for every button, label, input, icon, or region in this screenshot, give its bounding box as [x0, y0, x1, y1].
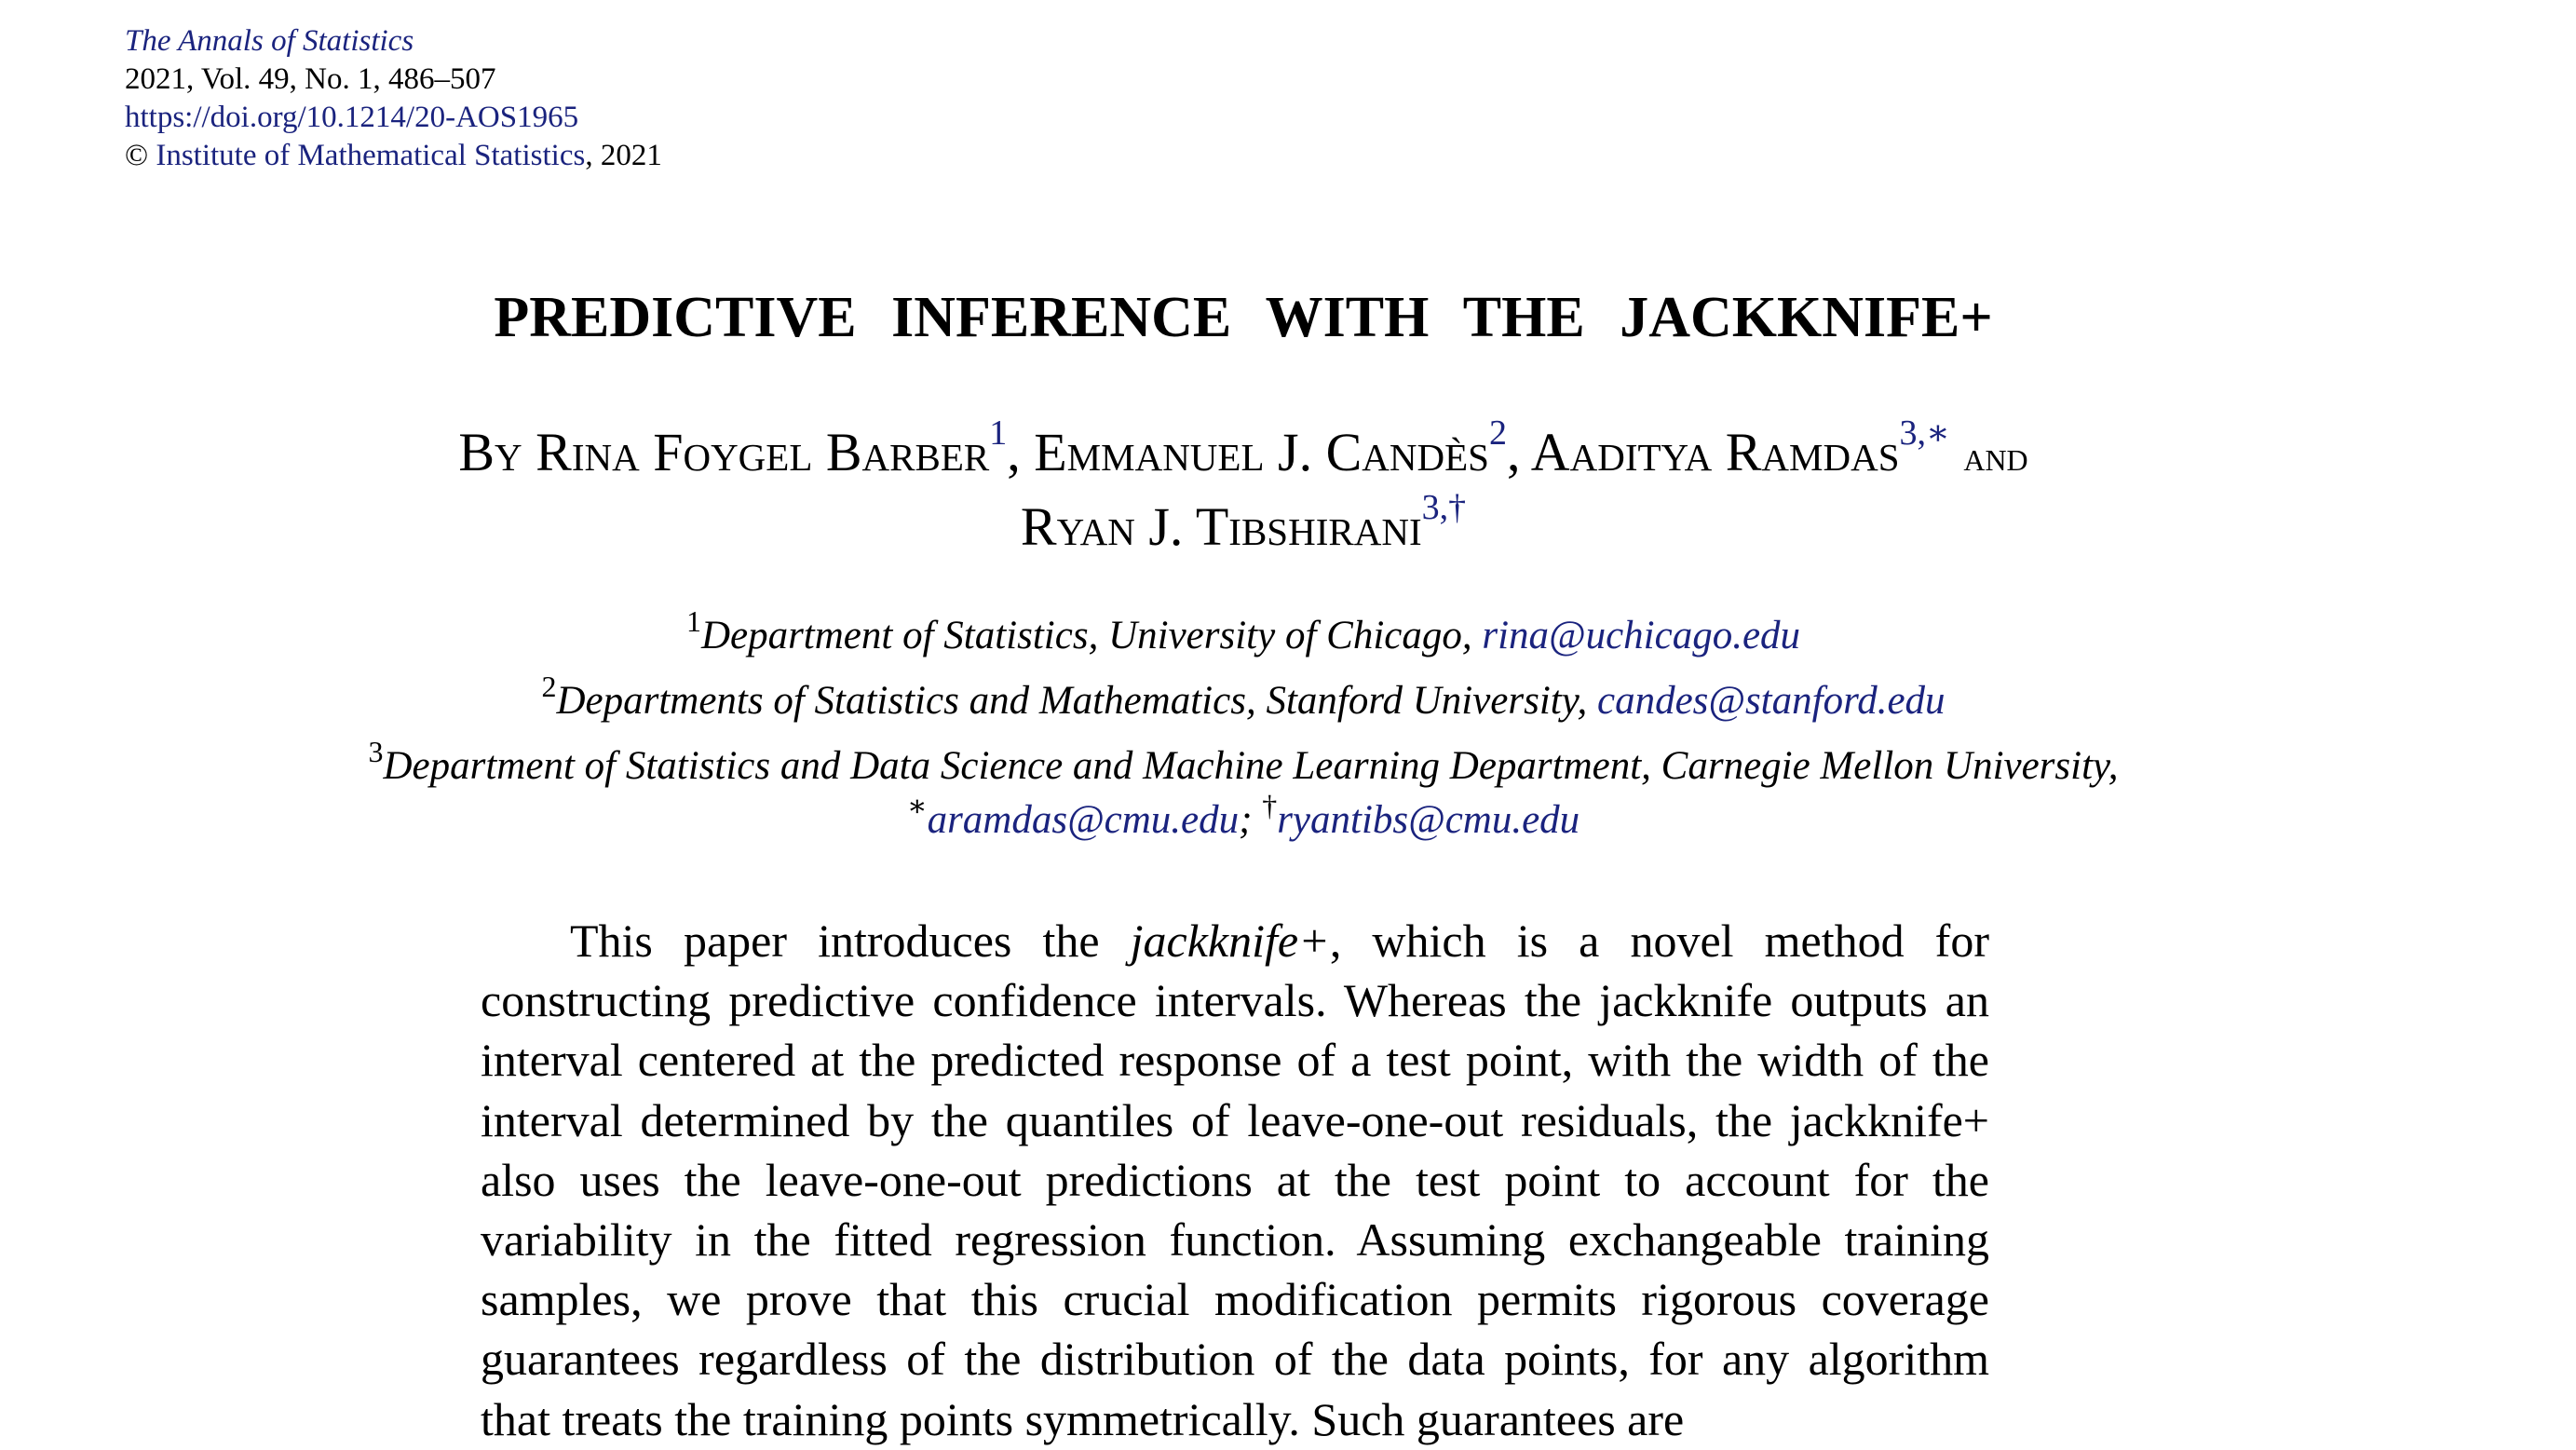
copyright-year: , 2021 — [585, 139, 662, 172]
author-affiliation-mark[interactable]: 3,† — [1421, 488, 1467, 527]
journal-name[interactable]: The Annals of Statistics — [125, 24, 414, 58]
author-affiliation-mark[interactable]: 2 — [1488, 413, 1507, 453]
email-link[interactable]: rina@uchicago.edu — [1482, 614, 1801, 657]
affiliation: 2Departments of Statistics and Mathemati… — [0, 671, 2487, 728]
copyright-symbol: © — [125, 139, 149, 172]
email-separator: ; — [1239, 798, 1263, 842]
affiliation-text: Department of Statistics, University of … — [700, 614, 1483, 657]
email-link[interactable]: ryantibs@cmu.edu — [1277, 798, 1580, 842]
abstract-body: , which is a novel method for constructi… — [481, 915, 1989, 1445]
and-conjunction: and — [1963, 432, 2028, 480]
copyright-line: © Institute of Mathematical Statistics, … — [125, 137, 662, 175]
abstract-lead: This paper introduces the — [570, 915, 1131, 967]
affiliation-mark: 2 — [541, 670, 557, 703]
journal-volume: 2021, Vol. 49, No. 1, 486–507 — [125, 62, 496, 96]
affiliation: 1Department of Statistics, University of… — [0, 606, 2487, 663]
author-name: Emmanuel J. Candès — [1034, 422, 1489, 482]
affiliation-emails: ∗aramdas@cmu.edu; †ryantibs@cmu.edu — [0, 791, 2487, 847]
by-label: By — [458, 422, 522, 482]
affiliation: 3Department of Statistics and Data Scien… — [0, 737, 2487, 793]
author-line-2: Ryan J. Tibshirani3,† — [0, 490, 2487, 562]
copyright-holder-link[interactable]: Institute of Mathematical Statistics — [156, 139, 586, 172]
author-name: Aaditya Ramdas — [1530, 422, 1900, 482]
affiliation-mark: 1 — [685, 604, 701, 638]
author-line-1: By Rina Foygel Barber1, Emmanuel J. Cand… — [0, 415, 2487, 492]
author-separator: , — [1007, 422, 1021, 482]
author-affiliation-mark[interactable]: 1 — [989, 413, 1008, 453]
abstract: This paper introduces the jackknife+, wh… — [481, 911, 1989, 1449]
affiliation-text: Department of Statistics and Data Scienc… — [383, 744, 2119, 788]
email-mark: ∗ — [906, 789, 928, 822]
email-link[interactable]: aramdas@cmu.edu — [927, 798, 1240, 842]
author-byline: By Rina Foygel Barber1, Emmanuel J. Cand… — [0, 415, 2487, 562]
affiliations: 1Department of Statistics, University of… — [0, 606, 2487, 859]
email-mark: † — [1262, 789, 1278, 822]
journal-header: The Annals of Statistics 2021, Vol. 49, … — [125, 22, 662, 175]
paper-title: PREDICTIVE INFERENCE WITH THE JACKKNIFE+ — [494, 286, 1993, 349]
email-link[interactable]: candes@stanford.edu — [1596, 679, 1946, 723]
author-affiliation-mark[interactable]: 3,∗ — [1899, 413, 1950, 453]
author-name: Ryan J. Tibshirani — [1020, 496, 1422, 557]
affiliation-text: Departments of Statistics and Mathematic… — [556, 679, 1597, 723]
abstract-term: jackknife+ — [1130, 915, 1330, 967]
author-separator: , — [1506, 422, 1521, 482]
doi-link[interactable]: https://doi.org/10.1214/20-AOS1965 — [125, 101, 579, 134]
affiliation-mark: 3 — [368, 735, 384, 768]
author-name: Rina Foygel Barber — [536, 422, 990, 482]
